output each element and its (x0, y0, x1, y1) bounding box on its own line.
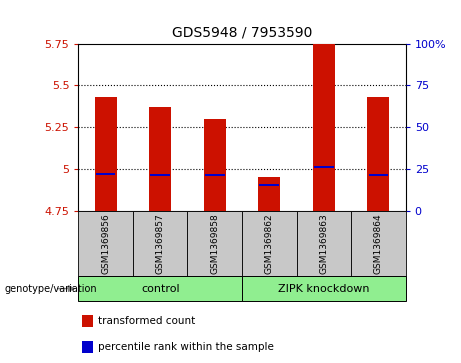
Bar (82, 340, 93, 353)
Text: GSM1369856: GSM1369856 (101, 213, 110, 274)
Bar (133, 211, 188, 276)
Bar (314, 166, 334, 168)
Bar (258, 177, 280, 211)
Bar (296, 211, 351, 276)
Text: GSM1369858: GSM1369858 (210, 213, 219, 274)
Text: percentile rank within the sample: percentile rank within the sample (98, 342, 274, 352)
Title: GDS5948 / 7953590: GDS5948 / 7953590 (172, 26, 312, 40)
Bar (204, 119, 226, 211)
Bar (82, 315, 93, 327)
Bar (95, 97, 117, 211)
Bar (205, 175, 225, 176)
Bar (367, 97, 389, 211)
Bar (150, 175, 170, 176)
Bar (78, 211, 133, 276)
Bar (242, 276, 406, 301)
Bar (78, 276, 242, 301)
Text: control: control (141, 284, 179, 294)
Bar (369, 175, 388, 176)
Text: transformed count: transformed count (98, 316, 195, 326)
Bar (351, 211, 406, 276)
Text: GSM1369864: GSM1369864 (374, 213, 383, 274)
Bar (260, 184, 279, 187)
Bar (242, 211, 296, 276)
Bar (149, 107, 171, 211)
Text: GSM1369863: GSM1369863 (319, 213, 328, 274)
Text: GSM1369862: GSM1369862 (265, 213, 274, 274)
Bar (96, 173, 115, 175)
Text: ZIPK knockdown: ZIPK knockdown (278, 284, 370, 294)
Text: genotype/variation: genotype/variation (5, 284, 97, 294)
Bar (313, 44, 335, 211)
Text: GSM1369857: GSM1369857 (156, 213, 165, 274)
Bar (188, 211, 242, 276)
